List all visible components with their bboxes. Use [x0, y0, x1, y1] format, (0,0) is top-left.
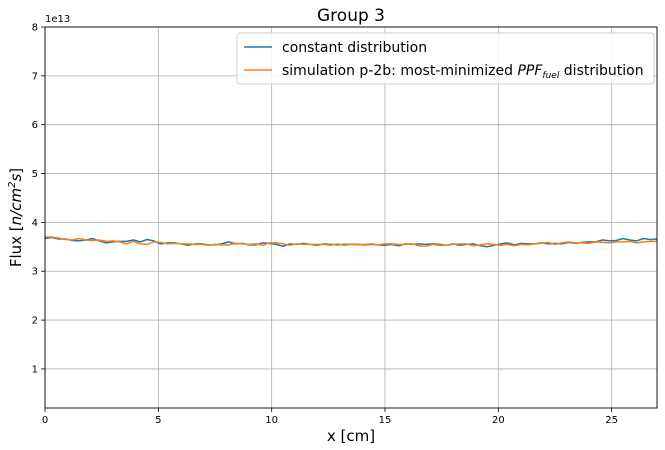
x-tick-label: 20 [492, 415, 505, 426]
legend: constant distribution simulation p-2b: m… [236, 32, 655, 85]
y-axis-title-unit: n/cm [7, 188, 25, 225]
chart-title: Group 3 [317, 6, 385, 26]
y-tick-label: 3 [32, 267, 38, 278]
y-axis-title: Flux [n/cm2s] [7, 168, 25, 267]
x-tick-label: 10 [265, 415, 278, 426]
legend-box [236, 32, 655, 85]
y-axis-title-unit-seconds: s [7, 174, 25, 182]
legend-label-simulation-suffix: distribution [559, 63, 643, 79]
axis-ticks: 0 5 10 15 20 25 1 2 3 4 5 6 7 8 [32, 23, 618, 427]
y-axis-title-suffix: ] [7, 168, 25, 174]
x-tick-label: 25 [605, 415, 618, 426]
y-axis-offset-label: 1e13 [45, 14, 70, 25]
legend-label-simulation-subscript: fuel [542, 71, 559, 81]
y-tick-label: 2 [32, 316, 38, 327]
y-tick-label: 6 [32, 120, 38, 131]
y-tick-label: 7 [32, 71, 38, 82]
x-tick-label: 5 [155, 415, 161, 426]
legend-label-simulation-ppf: PPF [517, 63, 543, 79]
y-tick-label: 8 [32, 23, 38, 34]
legend-label-constant: constant distribution [282, 40, 427, 56]
x-tick-label: 0 [42, 415, 48, 426]
series-line-simulation [45, 236, 657, 248]
plot-frame [44, 26, 658, 409]
x-tick-label: 15 [379, 415, 392, 426]
y-tick-label: 1 [32, 364, 38, 375]
series-lines [44, 236, 658, 248]
legend-label-simulation-prefix: simulation p-2b: most-minimized [282, 63, 517, 79]
x-axis-title: x [cm] [327, 427, 375, 445]
y-tick-label: 4 [32, 218, 38, 229]
y-axis-title-prefix: Flux [ [7, 225, 25, 267]
y-tick-label: 5 [32, 169, 38, 180]
y-axis-title-exponent: 2 [7, 182, 18, 188]
legend-label-simulation: simulation p-2b: most-minimized PPFfuel … [282, 63, 644, 81]
